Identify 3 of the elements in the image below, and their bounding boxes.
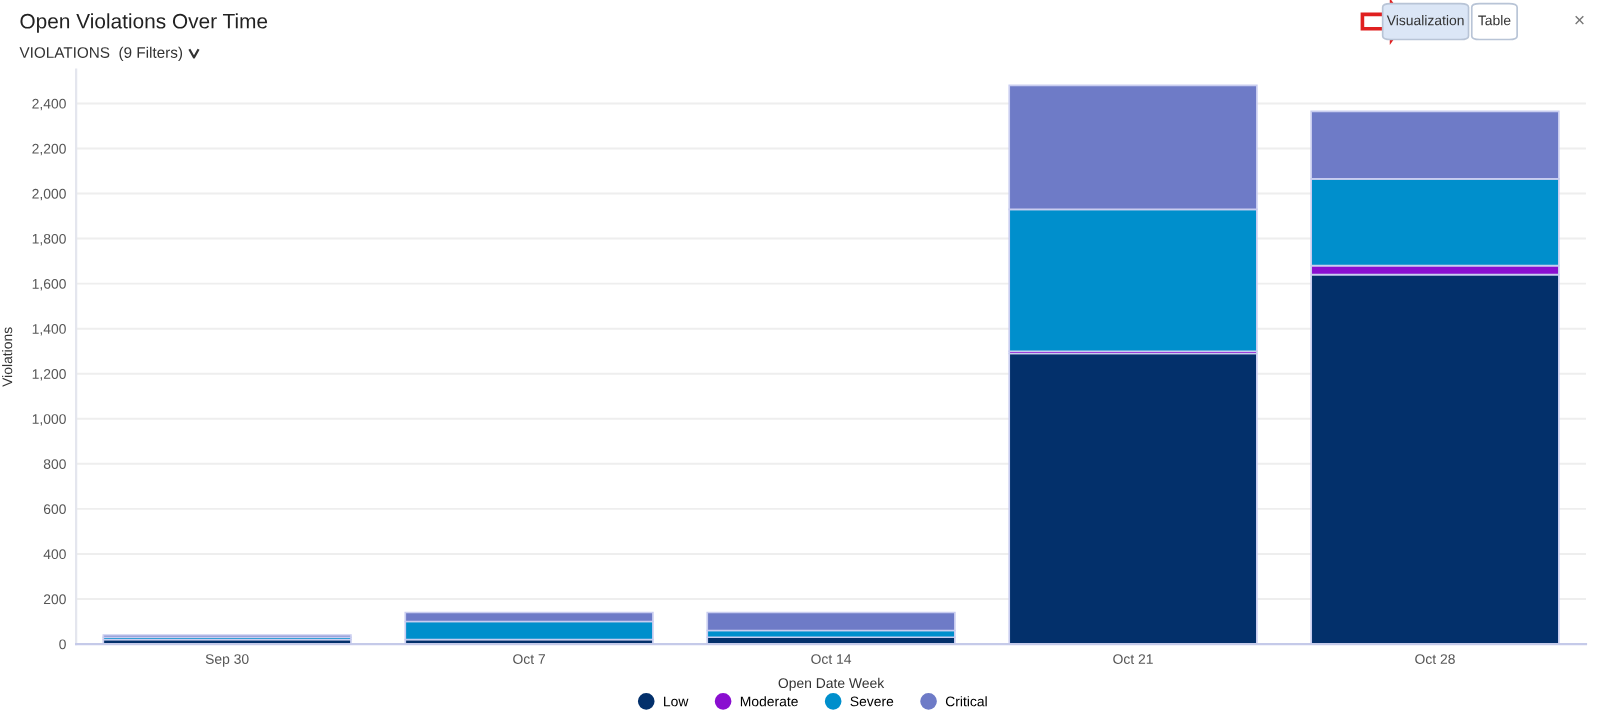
text: × — [1575, 15, 1584, 25]
bar — [706, 611, 956, 632]
chart-title: Open Violations Over Time — [20, 13, 268, 33]
